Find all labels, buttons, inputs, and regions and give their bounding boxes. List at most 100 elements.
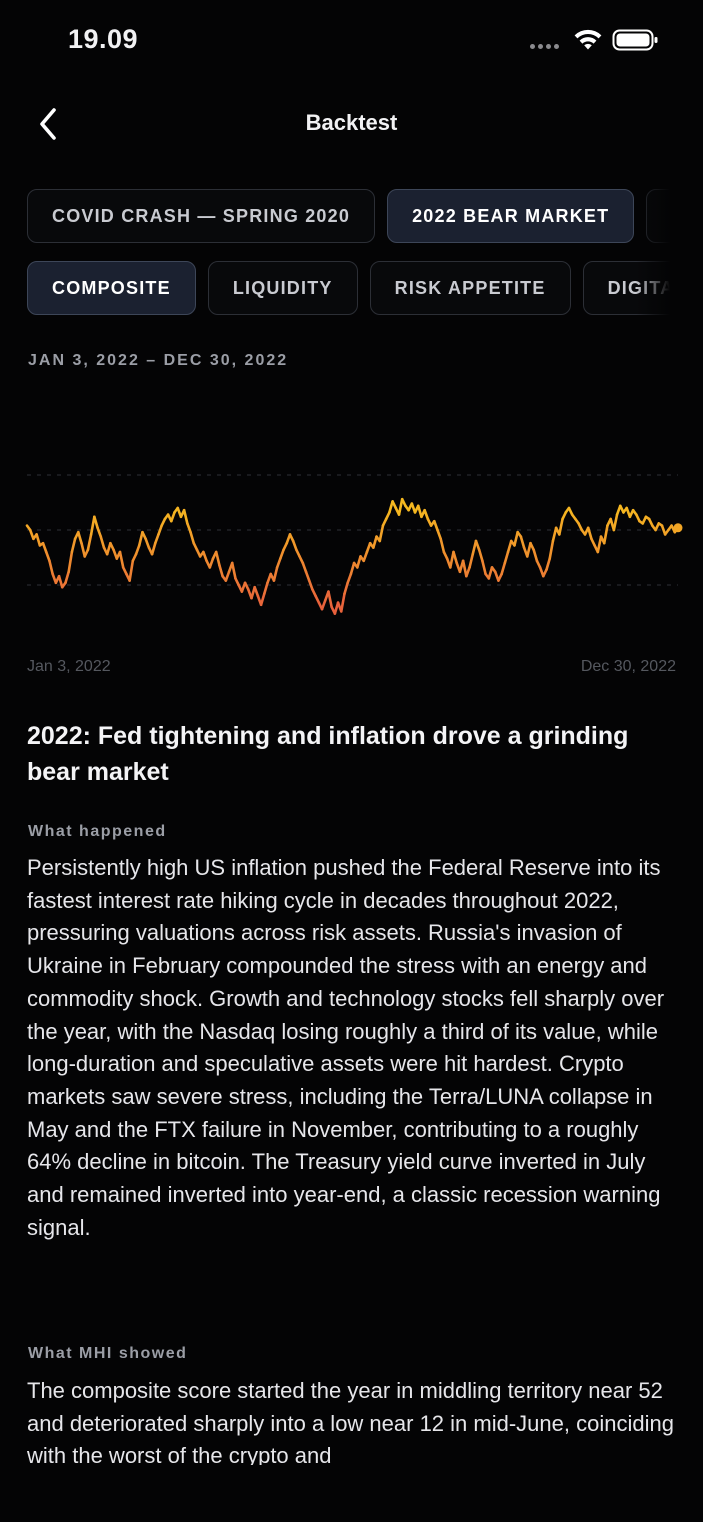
- composite-line-segment: [189, 530, 196, 545]
- composite-line-segment: [436, 528, 442, 541]
- metric-selector: COMPOSITE LIQUIDITY RISK APPETITE DIGITA›: [27, 261, 676, 317]
- composite-line-segment: [67, 550, 74, 574]
- composite-line-segment: [327, 590, 333, 609]
- composite-line-segment: [586, 526, 593, 541]
- period-chip-covid-crash[interactable]: COVID CRASH — SPRING 2020: [27, 189, 376, 243]
- section-label-what-mhi-showed: What MHI showed: [28, 1345, 188, 1362]
- chevron-left-icon: [40, 108, 56, 140]
- composite-line-segment: [500, 561, 507, 576]
- composite-line-segment: [182, 508, 189, 525]
- backtest-headline: 2022: Fed tightening and inflation drove…: [27, 722, 629, 786]
- chip-label: DIGITA: [607, 277, 675, 298]
- composite-line-segment: [481, 559, 487, 576]
- date-range: JAN 3, 2022 – DEC 30, 2022: [28, 352, 289, 369]
- metric-chip-liquidity[interactable]: LIQUIDITY: [207, 261, 358, 315]
- page-title: Backtest: [305, 110, 398, 135]
- composite-line-segment: [118, 550, 125, 569]
- latest-value-point: [673, 523, 683, 533]
- composite-line-segment: [57, 574, 64, 589]
- composite-line-segment: [397, 497, 404, 516]
- composite-line-segment: [80, 541, 87, 558]
- composite-line-segment: [465, 566, 471, 578]
- composite-line-segment: [41, 541, 48, 554]
- composite-line-segment: [253, 585, 260, 598]
- composite-line-segment: [378, 524, 385, 543]
- composite-line-segment: [339, 592, 346, 613]
- composite-line-segment: [532, 548, 539, 563]
- composite-line-segment: [214, 550, 221, 567]
- composite-line-segment: [439, 537, 446, 554]
- composite-line-segment: [150, 541, 157, 556]
- chip-label: RISK APPETITE: [394, 277, 546, 298]
- period-selector: COVID CRASH — SPRING 2020 2022 BEAR MARKE…: [27, 189, 676, 245]
- composite-line-segment: [372, 535, 378, 549]
- composite-line-segment: [525, 541, 532, 558]
- back-button[interactable]: [26, 102, 70, 146]
- composite-score-chart: [25, 474, 683, 615]
- composite-line-segment: [452, 550, 459, 565]
- composite-line-segment: [224, 570, 231, 582]
- composite-line-segment: [230, 561, 237, 580]
- section-text-what-happened: Persistently high US inflation pushed th…: [27, 855, 665, 1240]
- period-chip-2022-bear-market[interactable]: 2022 BEAR MARKET: [387, 189, 635, 243]
- composite-line-segment: [70, 537, 77, 554]
- composite-line-segment: [343, 581, 349, 596]
- period-chip-more[interactable]: ›: [646, 189, 676, 243]
- composite-line-segment: [263, 581, 269, 596]
- chip-label: 2022 BEAR MARKET: [412, 205, 610, 226]
- composite-line-segment: [503, 550, 510, 565]
- composite-line-segment: [202, 550, 208, 563]
- composite-line-segment: [89, 515, 96, 536]
- composite-line-segment: [99, 535, 106, 549]
- composite-line-segment: [320, 599, 327, 611]
- metric-chip-composite[interactable]: COMPOSITE: [27, 261, 196, 315]
- composite-line-segment: [44, 550, 51, 563]
- composite-line-segment: [137, 530, 144, 547]
- composite-line-segment: [218, 563, 224, 578]
- composite-line-segment: [96, 526, 103, 538]
- composite-line-segment: [86, 533, 93, 552]
- cellular-signal-icon: [530, 44, 559, 49]
- composite-line-segment: [208, 557, 215, 569]
- chevron-right-icon: ›: [673, 206, 676, 227]
- section-label-what-happened: What happened: [28, 823, 167, 840]
- composite-line-segment: [423, 508, 430, 521]
- metric-chip-risk-appetite[interactable]: RISK APPETITE: [369, 261, 571, 315]
- chip-label: COVID CRASH — SPRING 2020: [52, 205, 351, 226]
- composite-line-segment: [307, 579, 314, 591]
- composite-line-segment: [602, 524, 609, 545]
- chip-label: COMPOSITE: [52, 277, 171, 298]
- composite-line-segment: [35, 533, 42, 547]
- composite-line-segment: [170, 511, 176, 523]
- status-bar: 19.09: [0, 0, 703, 80]
- composite-line-segment: [461, 559, 468, 578]
- status-time: 19.09: [68, 24, 139, 54]
- chip-label: LIQUIDITY: [232, 277, 333, 298]
- composite-line-segment: [144, 537, 151, 549]
- composite-line-segment: [301, 561, 308, 574]
- composite-line-segment: [519, 535, 526, 549]
- composite-line-segment: [77, 530, 83, 545]
- composite-line-segment: [487, 566, 494, 580]
- composite-line-segment: [558, 517, 564, 536]
- composite-line-segment: [362, 550, 369, 563]
- composite-line-segment: [93, 515, 99, 530]
- composite-line-segment: [432, 519, 439, 532]
- battery-icon: [612, 29, 658, 51]
- nav-bar: Backtest: [0, 96, 703, 152]
- composite-line-segment: [596, 535, 603, 554]
- composite-line-segment: [551, 526, 558, 543]
- composite-line-segment: [259, 592, 266, 607]
- composite-line-segment: [548, 539, 555, 560]
- composite-line-segment: [356, 555, 362, 569]
- composite-line-segment: [134, 544, 141, 556]
- composite-line-segment: [346, 572, 353, 585]
- composite-line-segment: [545, 557, 552, 571]
- composite-line-segment: [186, 522, 192, 534]
- metric-chip-digital[interactable]: DIGITA›: [582, 261, 676, 315]
- composite-line-segment: [506, 539, 513, 554]
- composite-line-segment: [468, 552, 475, 569]
- composite-line-segment: [304, 570, 311, 582]
- composite-line-segment: [291, 539, 298, 552]
- composite-line-segment: [48, 559, 54, 576]
